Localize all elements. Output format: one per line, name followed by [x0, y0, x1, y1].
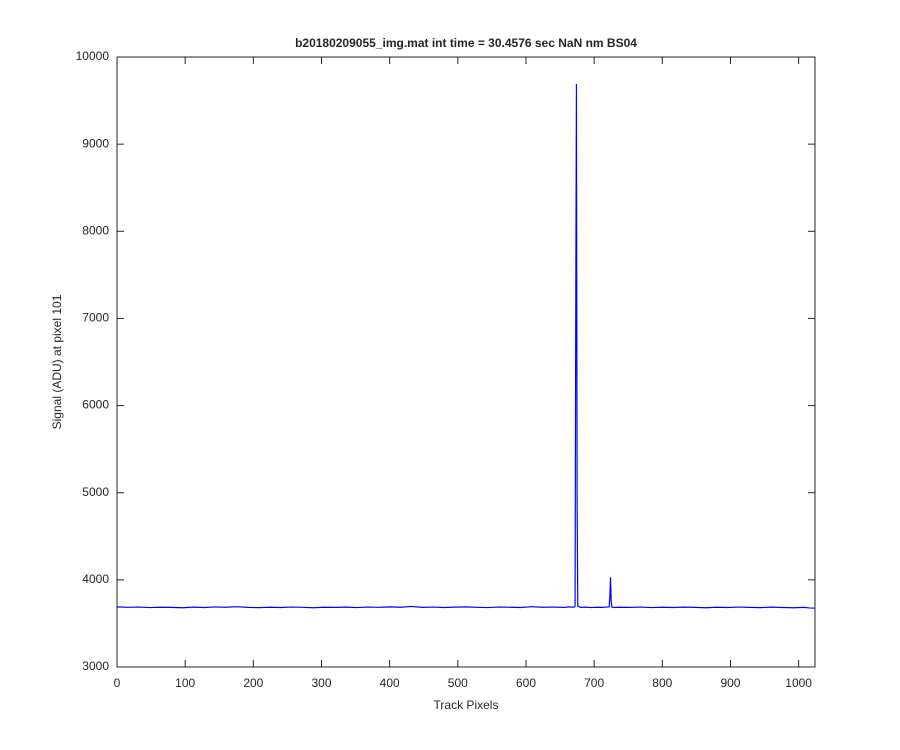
y-tick-label: 3000 — [82, 659, 109, 673]
y-tick-label: 6000 — [82, 398, 109, 412]
x-tick-label: 600 — [516, 676, 536, 690]
axes-box — [116, 56, 816, 668]
y-tick-label: 7000 — [82, 311, 109, 325]
y-tick-label: 5000 — [82, 485, 109, 499]
x-tick-label: 1000 — [785, 676, 812, 690]
chart-title: b20180209055_img.mat int time = 30.4576 … — [295, 36, 637, 50]
y-tick-label: 8000 — [82, 223, 109, 237]
x-tick-label: 800 — [652, 676, 672, 690]
x-axis-label: Track Pixels — [434, 698, 499, 712]
x-tick-label: 400 — [380, 676, 400, 690]
x-tick-label: 300 — [311, 676, 331, 690]
series-line — [116, 84, 815, 609]
y-tick-label: 10000 — [76, 49, 110, 63]
y-tick-label: 4000 — [82, 572, 109, 586]
x-tick-label: 0 — [114, 676, 121, 690]
x-tick-label: 900 — [720, 676, 740, 690]
x-tick-label: 200 — [243, 676, 263, 690]
x-tick-label: 500 — [448, 676, 468, 690]
y-axis-label: Signal (ADU) at pixel 101 — [50, 294, 64, 429]
x-tick-label: 700 — [584, 676, 604, 690]
y-tick-label: 9000 — [82, 136, 109, 150]
x-tick-label: 100 — [175, 676, 195, 690]
